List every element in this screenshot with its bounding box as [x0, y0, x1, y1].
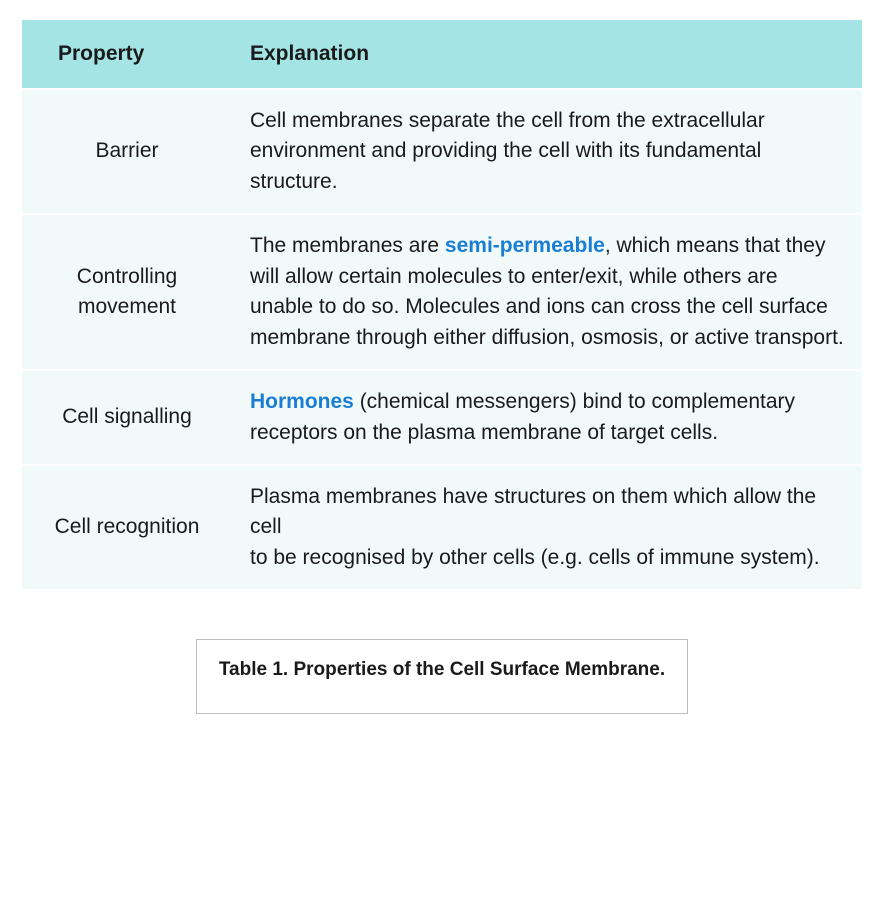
table-caption: Table 1. Properties of the Cell Surface …	[196, 639, 688, 714]
table-body: BarrierCell membranes separate the cell …	[22, 90, 862, 589]
explanation-cell: Plasma membranes have structures on them…	[232, 466, 862, 589]
property-cell: Cell signalling	[22, 371, 232, 464]
table-header-row: Property Explanation	[22, 20, 862, 88]
properties-table: Property Explanation BarrierCell membran…	[22, 18, 862, 591]
glossary-link[interactable]: semi-permeable	[445, 234, 605, 257]
explanation-cell: Cell membranes separate the cell from th…	[232, 90, 862, 213]
page: Property Explanation BarrierCell membran…	[0, 0, 880, 744]
property-cell: Cell recognition	[22, 466, 232, 589]
property-cell: Barrier	[22, 90, 232, 213]
table-row: Cell signallingHormones (chemical messen…	[22, 371, 862, 464]
explanation-cell: The membranes are semi-permeable, which …	[232, 215, 862, 369]
glossary-link[interactable]: Hormones	[250, 390, 354, 413]
property-cell: Controlling movement	[22, 215, 232, 369]
table-row: BarrierCell membranes separate the cell …	[22, 90, 862, 213]
column-header-explanation: Explanation	[232, 20, 862, 88]
explanation-cell: Hormones (chemical messengers) bind to c…	[232, 371, 862, 464]
table-row: Controlling movementThe membranes are se…	[22, 215, 862, 369]
caption-container: Table 1. Properties of the Cell Surface …	[22, 639, 862, 714]
column-header-property: Property	[22, 20, 232, 88]
table-row: Cell recognitionPlasma membranes have st…	[22, 466, 862, 589]
